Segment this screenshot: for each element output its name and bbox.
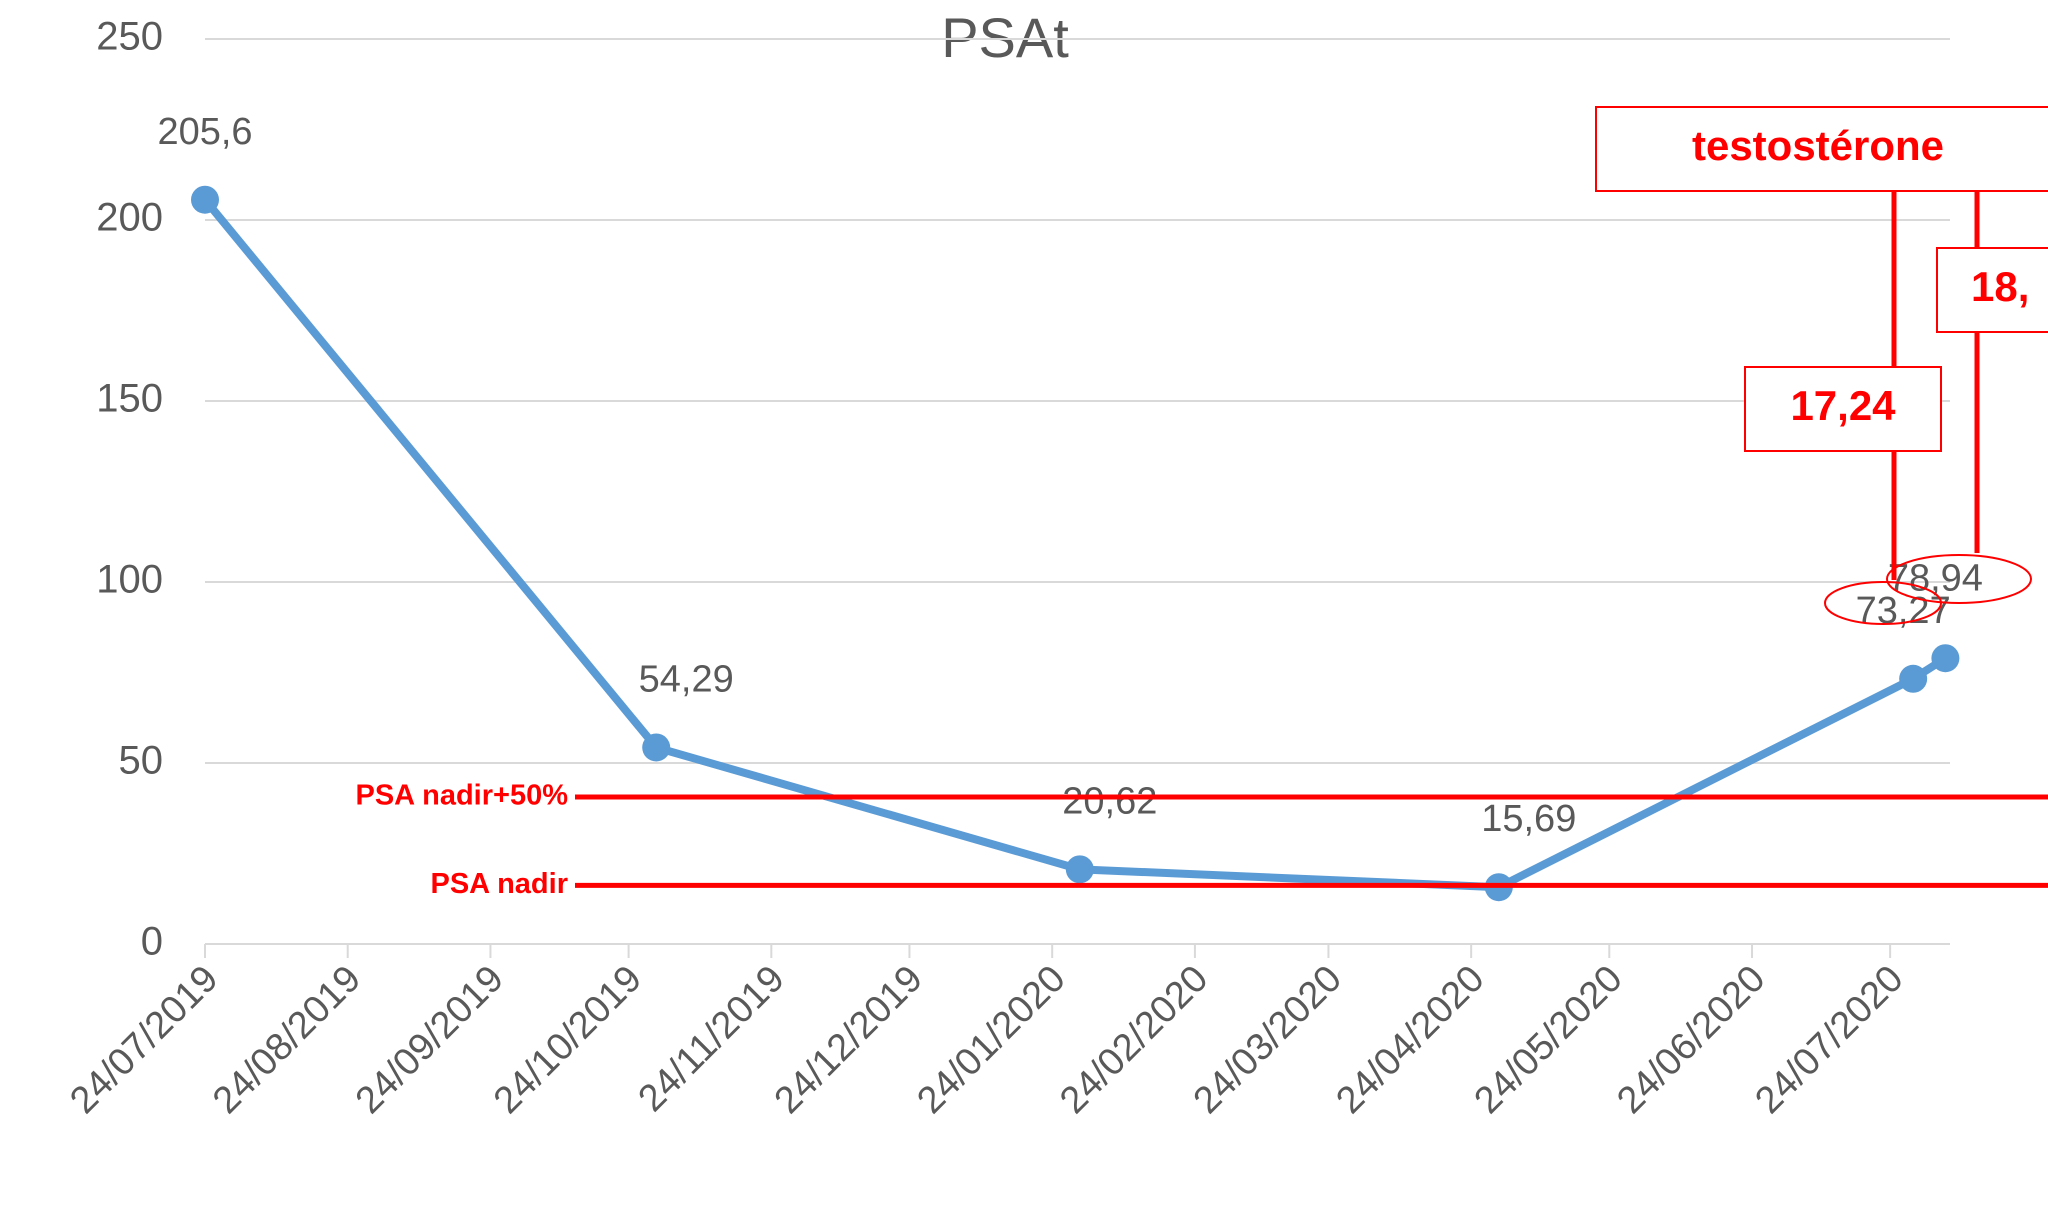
data-label: 205,6	[157, 111, 252, 153]
y-tick-label: 250	[96, 15, 163, 59]
data-label: 54,29	[639, 659, 734, 701]
y-tick-label: 200	[96, 196, 163, 240]
y-tick-label: 100	[96, 558, 163, 602]
x-tick-label: 24/09/2019	[348, 958, 512, 1122]
x-tick-label: 24/07/2020	[1747, 958, 1911, 1122]
highlight-ellipse	[1886, 554, 2032, 604]
marker	[1065, 855, 1094, 884]
annotation-text: 18,	[1971, 263, 2029, 310]
x-tick-label: 24/11/2019	[631, 958, 793, 1120]
y-tick-label: 50	[119, 739, 164, 783]
x-tick-label: 24/04/2020	[1328, 958, 1492, 1122]
x-tick-label: 24/12/2019	[767, 958, 931, 1122]
x-tick-label: 24/01/2020	[909, 958, 1073, 1122]
annotation-text: testostérone	[1692, 122, 1944, 169]
marker	[642, 733, 671, 762]
reference-label: PSA nadir	[430, 868, 568, 900]
marker	[1931, 644, 1960, 673]
x-tick-label: 24/05/2020	[1467, 958, 1631, 1122]
marker	[191, 185, 219, 214]
annotation-text: 17,24	[1790, 382, 1896, 429]
x-tick-label: 24/08/2019	[205, 958, 369, 1122]
reference-label: PSA nadir+50%	[356, 780, 569, 812]
chart-title: PSAt	[941, 6, 1069, 69]
data-label: 20,62	[1062, 780, 1157, 822]
y-tick-label: 150	[96, 377, 163, 421]
annotation-box	[1744, 366, 1942, 452]
x-tick-label: 24/10/2019	[486, 958, 650, 1122]
data-label: 15,69	[1481, 798, 1576, 840]
data-label: 73,27	[1856, 590, 1951, 632]
x-tick-label: 24/07/2019	[62, 958, 226, 1122]
annotation-box	[1595, 106, 2048, 192]
annotation-box	[1936, 247, 2048, 333]
marker	[1899, 664, 1928, 693]
x-tick-label: 24/06/2020	[1609, 958, 1773, 1122]
y-tick-label: 0	[141, 920, 163, 964]
